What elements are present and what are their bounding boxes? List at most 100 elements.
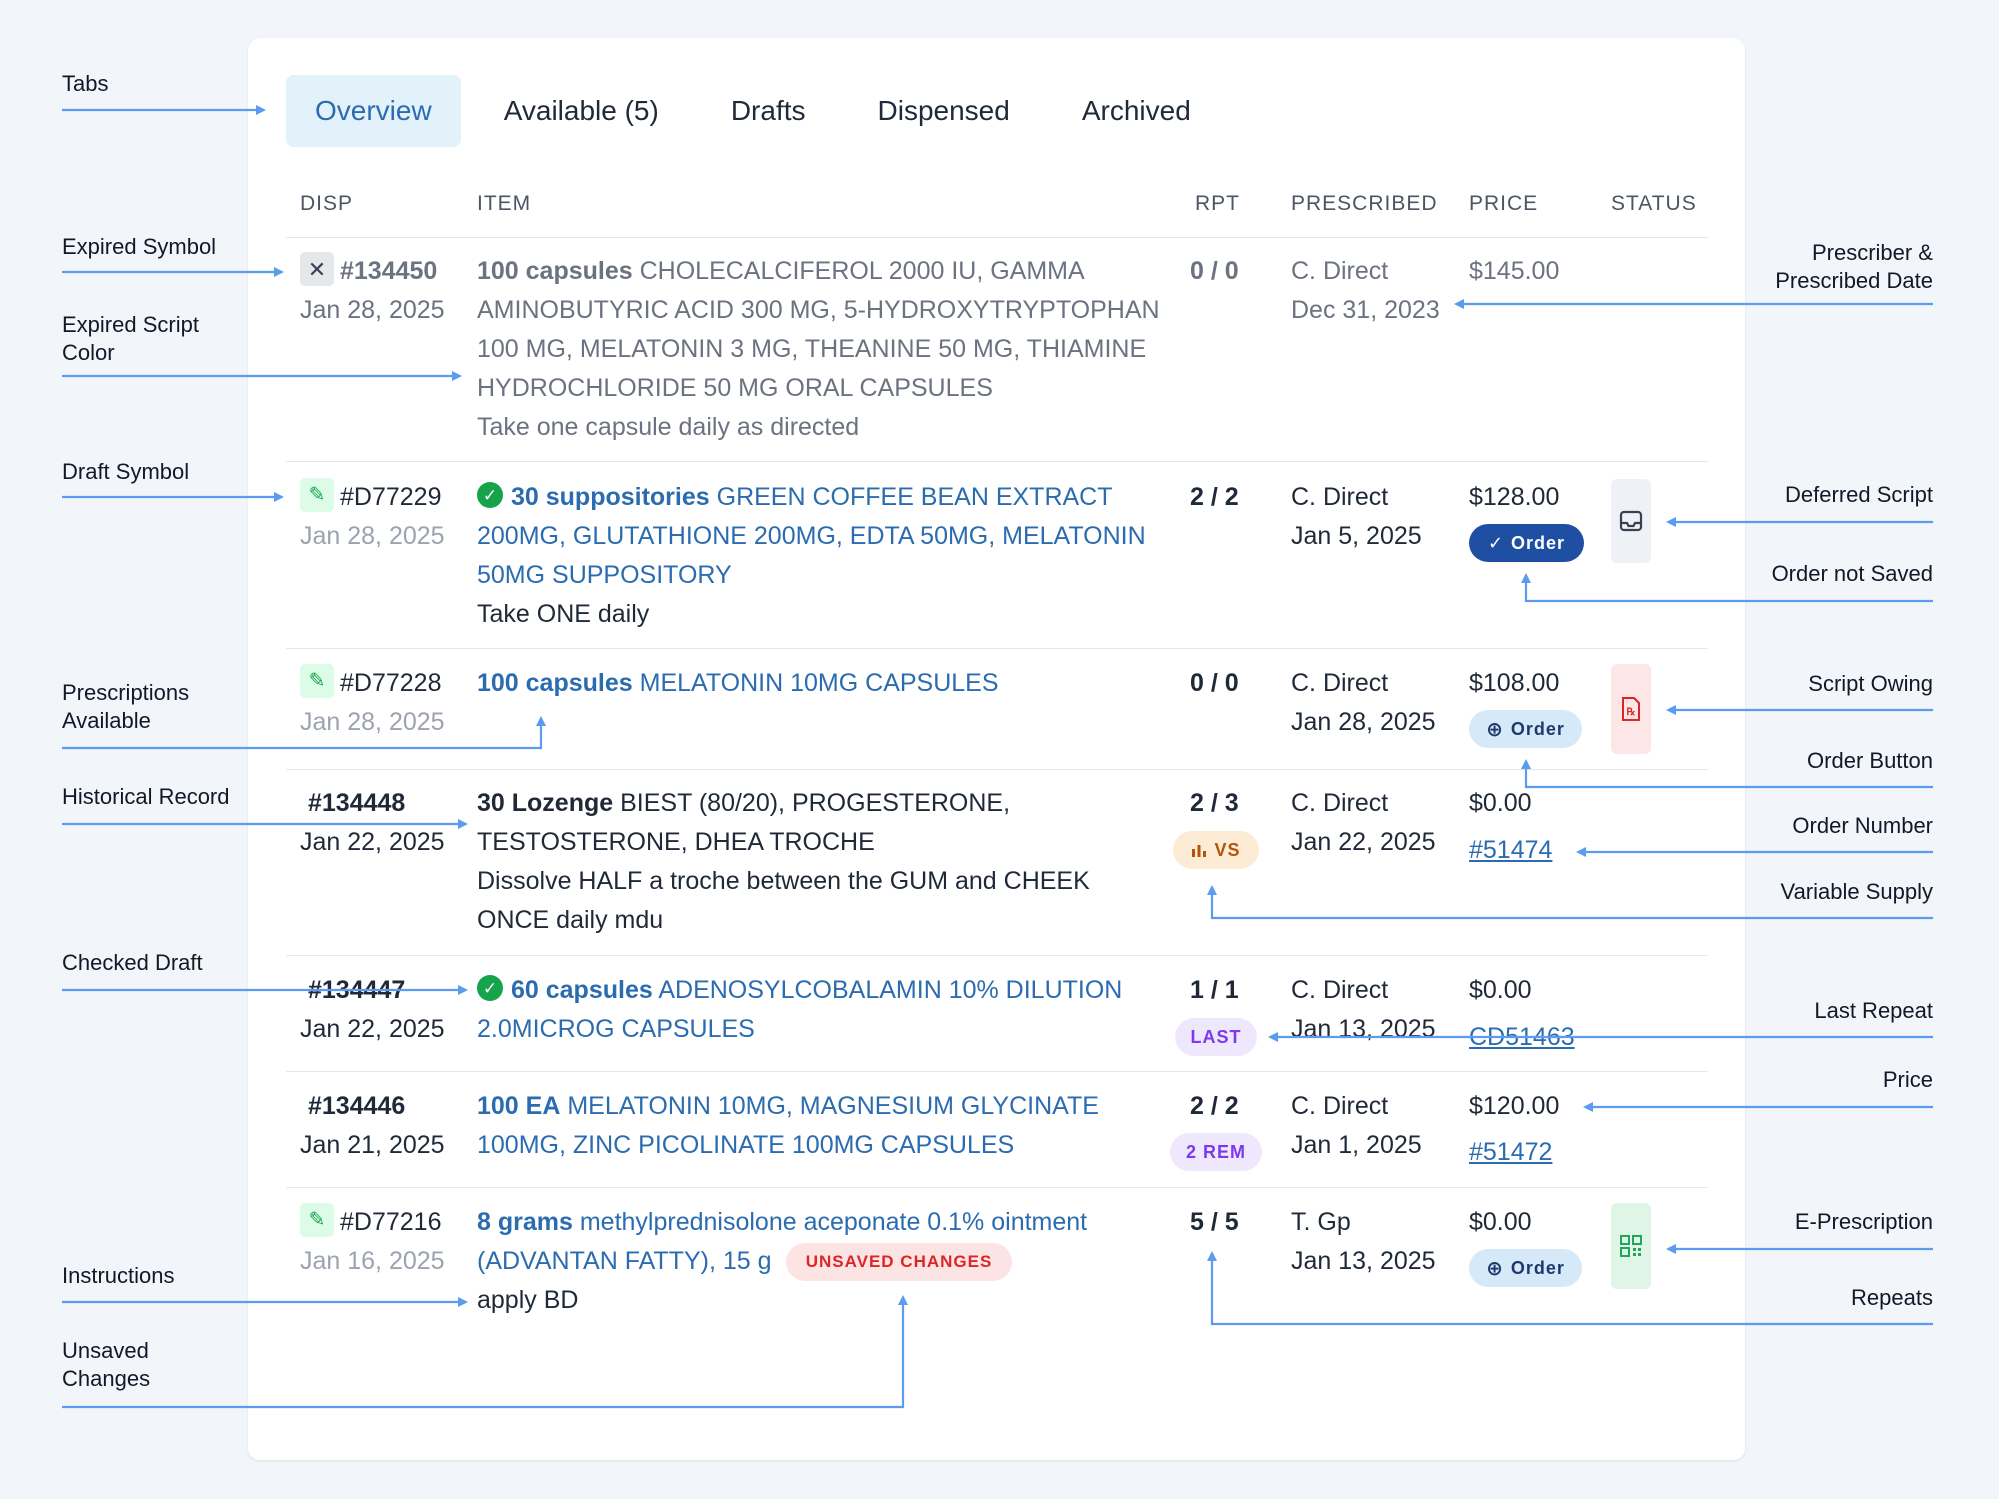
price: $0.00 <box>1469 789 1532 817</box>
tab-overview[interactable]: Overview <box>286 75 461 147</box>
col-header-rpt[interactable]: RPT <box>1195 192 1240 215</box>
col-header-disp[interactable]: DISP <box>300 192 354 215</box>
order-number-link[interactable]: #51472 <box>1469 1138 1553 1166</box>
item-qty: 30 Lozenge <box>477 789 614 817</box>
order-button-label: Order <box>1510 1257 1565 1278</box>
prescribed-date: Jan 13, 2025 <box>1291 1247 1436 1275</box>
prescribed-date: Dec 31, 2023 <box>1291 296 1440 324</box>
instructions: Take one capsule daily as directed <box>477 413 860 441</box>
order-button[interactable]: ⊕ Order <box>1469 1249 1582 1287</box>
annotation-deferred-script: Deferred Script <box>1785 482 1933 507</box>
order-button-label: Order <box>1511 532 1566 553</box>
order-button-label: Order <box>1510 718 1565 739</box>
order-number-link[interactable]: CD51463 <box>1469 1023 1575 1051</box>
item-line: (ADVANTAN FATTY), 15 g <box>477 1247 772 1275</box>
repeats: 2 / 2 <box>1190 483 1239 511</box>
script-number[interactable]: #134446 <box>308 1092 406 1120</box>
annotation-tabs: Tabs <box>62 71 109 96</box>
checked-icon: ✓ <box>477 975 503 1002</box>
item-description[interactable]: ✓ 60 capsules ADENOSYLCOBALAMIN 10% DILUT… <box>477 971 1122 1010</box>
order-button[interactable]: ✓ Order <box>1469 524 1584 562</box>
item-description[interactable]: ✓ 30 suppositories GREEN COFFEE BEAN EXTR… <box>477 478 1113 517</box>
divider <box>286 648 1708 649</box>
item-qty: 60 capsules <box>511 976 653 1004</box>
item-description[interactable]: 8 grams methylprednisolone aceponate 0.1… <box>477 1203 1087 1242</box>
tab-available[interactable]: Available (5) <box>503 95 659 126</box>
table-row[interactable]: ✎ #D77229 <box>300 478 441 517</box>
table-row[interactable]: ✎ #D77216 <box>300 1203 441 1242</box>
instructions: ONCE daily mdu <box>477 906 664 934</box>
annotation-order-number: Order Number <box>1792 813 1933 838</box>
divider <box>286 769 1708 770</box>
table-row[interactable]: ✕ #134450 <box>300 252 437 291</box>
repeats: 0 / 0 <box>1190 257 1239 285</box>
variable-supply-badge: VS <box>1173 831 1259 869</box>
script-number[interactable]: #134447 <box>308 976 406 1004</box>
item-line: GREEN COFFEE BEAN EXTRACT <box>716 483 1113 511</box>
script-owing-status[interactable]: ℞ <box>1611 664 1651 754</box>
price: $108.00 <box>1469 669 1560 697</box>
repeats: 5 / 5 <box>1190 1208 1239 1236</box>
annotation-price: Price <box>1882 1067 1933 1092</box>
repeats: 0 / 0 <box>1190 669 1239 697</box>
script-date: Jan 28, 2025 <box>300 296 445 324</box>
deferred-script-status[interactable] <box>1611 479 1651 563</box>
script-date: Jan 22, 2025 <box>300 828 445 856</box>
checked-icon: ✓ <box>477 482 503 509</box>
script-number[interactable]: #134448 <box>308 789 406 817</box>
script-date: Jan 21, 2025 <box>300 1131 445 1159</box>
annotation-expired-script-color: Color <box>62 340 115 365</box>
item-description[interactable]: 100 capsules MELATONIN 10MG CAPSULES <box>477 664 999 703</box>
prescriber: C. Direct <box>1291 789 1389 817</box>
item-line: CHOLECALCIFEROL 2000 IU, GAMMA <box>639 257 1085 285</box>
bar-chart-icon <box>1192 845 1207 857</box>
col-header-status[interactable]: STATUS <box>1611 192 1697 215</box>
instructions: Dissolve HALF a troche between the GUM a… <box>477 867 1090 895</box>
repeats: 2 / 3 <box>1190 789 1239 817</box>
item-qty: 100 EA <box>477 1092 561 1120</box>
tab-drafts[interactable]: Drafts <box>730 95 806 126</box>
price: $0.00 <box>1469 1208 1532 1236</box>
draft-pencil-icon: ✎ <box>300 1203 334 1238</box>
prescriber: C. Direct <box>1291 1092 1389 1120</box>
col-header-prescribed[interactable]: PRESCRIBED <box>1291 192 1438 215</box>
item-line: BIEST (80/20), PROGESTERONE, <box>620 789 1011 817</box>
col-header-item[interactable]: ITEM <box>477 192 532 215</box>
annotation-repeats: Repeats <box>1851 1285 1933 1310</box>
order-button[interactable]: ⊕ Order <box>1469 710 1582 748</box>
item-line: 200MG, GLUTATHIONE 200MG, EDTA 50MG, MEL… <box>477 522 1146 550</box>
annotation-expired-script-color: Expired Script <box>62 312 199 337</box>
col-header-price[interactable]: PRICE <box>1469 192 1539 215</box>
annotation-script-owing: Script Owing <box>1808 671 1933 696</box>
instructions: Take ONE daily <box>477 600 650 628</box>
item-line: MELATONIN 10MG, MAGNESIUM GLYCINATE <box>567 1092 1099 1120</box>
order-number-link[interactable]: #51474 <box>1469 836 1553 864</box>
e-prescription-status[interactable] <box>1611 1203 1651 1289</box>
draft-pencil-icon: ✎ <box>300 478 334 513</box>
prescribed-date: Jan 13, 2025 <box>1291 1015 1436 1043</box>
check-icon: ✓ <box>1487 532 1505 553</box>
tab-dispensed[interactable]: Dispensed <box>877 95 1010 126</box>
badge-label: VS <box>1214 839 1241 860</box>
item-line: methylprednisolone aceponate 0.1% ointme… <box>579 1208 1088 1236</box>
remaining-repeats-badge: 2 REM <box>1170 1133 1262 1171</box>
prescribed-date: Jan 22, 2025 <box>1291 828 1436 856</box>
tab-archived[interactable]: Archived <box>1081 95 1191 126</box>
item-line: 100 MG, MELATONIN 3 MG, THEANINE 50 MG, … <box>477 335 1147 363</box>
item-description[interactable]: 100 EA MELATONIN 10MG, MAGNESIUM GLYCINA… <box>477 1087 1099 1126</box>
prescriber: C. Direct <box>1291 976 1389 1004</box>
item-qty: 30 suppositories <box>511 483 710 511</box>
prescribed-date: Jan 5, 2025 <box>1291 522 1422 550</box>
annotation-unsaved-changes: Changes <box>62 1366 151 1391</box>
unsaved-changes-badge: UNSAVED CHANGES <box>786 1243 1012 1281</box>
prescriber: T. Gp <box>1291 1208 1351 1236</box>
svg-text:℞: ℞ <box>1627 707 1636 718</box>
prescriber: C. Direct <box>1291 257 1389 285</box>
item-qty: 8 grams <box>477 1208 573 1236</box>
repeats: 1 / 1 <box>1190 976 1239 1004</box>
item-line: ADENOSYLCOBALAMIN 10% DILUTION <box>658 976 1123 1004</box>
annotation-instructions: Instructions <box>62 1263 175 1288</box>
annotation-e-prescription: E-Prescription <box>1794 1209 1933 1234</box>
table-row[interactable]: ✎ #D77228 <box>300 664 441 703</box>
price: $120.00 <box>1469 1092 1560 1120</box>
